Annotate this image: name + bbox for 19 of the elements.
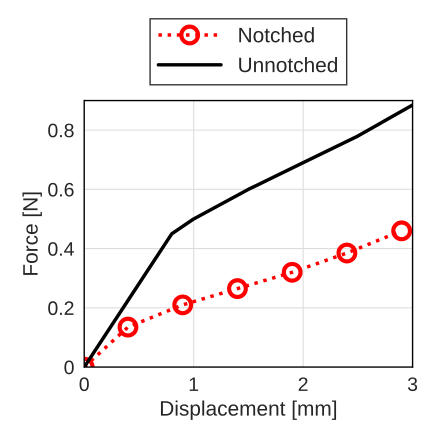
- point: [282, 262, 303, 283]
- x-tick-label: 0: [80, 377, 89, 392]
- point: [118, 316, 138, 338]
- y-tick-label: 0.6: [48, 182, 74, 197]
- y-tick-label: 0.2: [48, 301, 74, 316]
- point: [336, 242, 358, 264]
- y-axis-title: Force [N]: [22, 192, 42, 275]
- x-tick-label: 2: [298, 377, 308, 391]
- point: [227, 278, 248, 300]
- point: [172, 294, 194, 316]
- y-tick-label: 0.4: [48, 242, 74, 256]
- legend-label: Unnotched: [239, 57, 338, 72]
- point: [391, 220, 412, 242]
- legend-label: Notched: [239, 27, 314, 42]
- y-tick-label: 0.8: [48, 124, 74, 138]
- x-axis-title: Displacement [mm]: [160, 400, 336, 420]
- x-tick-label: 1: [190, 378, 198, 391]
- y-tick-label: 0: [64, 360, 74, 374]
- x-tick-label: 3: [408, 377, 418, 392]
